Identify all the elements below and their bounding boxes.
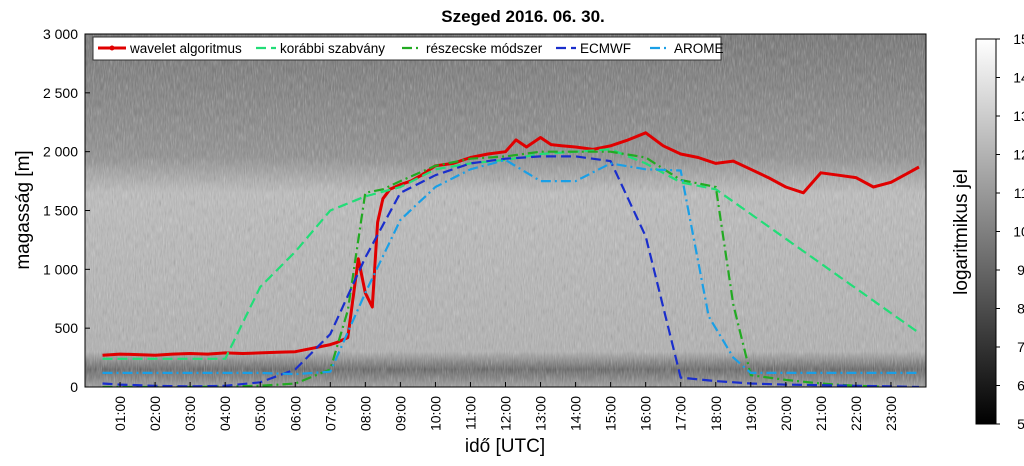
colorbar-tick-label: 8 <box>1017 301 1024 317</box>
x-tick-label: 10:00 <box>427 396 443 431</box>
legend-label: ECMWF <box>580 41 631 56</box>
y-tick-label: 500 <box>55 320 79 336</box>
x-tick-label: 02:00 <box>147 396 163 431</box>
y-tick-label: 2 000 <box>43 144 78 160</box>
x-tick-label: 18:00 <box>708 396 724 431</box>
colorbar-tick-label: 9 <box>1017 262 1024 278</box>
y-tick-label: 1 000 <box>43 261 78 277</box>
x-tick-label: 06:00 <box>287 396 303 431</box>
colorbar-label: logaritmikus jel <box>951 169 972 295</box>
backscatter-background <box>85 34 926 387</box>
x-tick-label: 08:00 <box>357 396 373 431</box>
colorbar: 5 6 7 8 9 10 11 12 13 14 15 <box>975 31 1024 432</box>
legend-label: wavelet algoritmus <box>129 41 242 56</box>
y-tick-label: 3 000 <box>43 26 78 42</box>
y-axis-label: magasság [m] <box>13 150 34 269</box>
x-tick-label: 19:00 <box>743 396 759 431</box>
legend: wavelet algoritmus korábbi szabvány részec… <box>92 36 724 61</box>
legend-label: korábbi szabvány <box>280 41 385 56</box>
colorbar-tick-label: 6 <box>1017 378 1024 394</box>
colorbar-tick-label: 12 <box>1013 147 1024 163</box>
series-line-5 <box>102 158 919 376</box>
chart-title: Szeged 2016. 06. 30. <box>441 7 605 26</box>
colorbar-gradient <box>975 38 997 425</box>
colorbar-tick-label: 5 <box>1017 416 1024 432</box>
colorbar-tick-label: 15 <box>1013 31 1024 47</box>
x-tick-label: 07:00 <box>322 396 338 431</box>
x-tick-label: 23:00 <box>883 396 899 431</box>
colorbar-tick-label: 7 <box>1017 339 1024 355</box>
x-tick-label: 16:00 <box>638 396 654 431</box>
colorbar-tick-label: 13 <box>1013 108 1024 124</box>
x-tick-label: 05:00 <box>252 396 268 431</box>
legend-label: részecske módszer <box>426 41 543 56</box>
colorbar-tick-label: 11 <box>1014 185 1024 201</box>
y-axis: 0 500 1 000 1 500 2 000 2 500 3 000 <box>43 26 90 395</box>
x-tick-label: 04:00 <box>217 396 233 431</box>
y-tick-label: 0 <box>70 379 78 395</box>
x-tick-label: 09:00 <box>392 396 408 431</box>
y-tick-label: 2 500 <box>43 85 78 101</box>
x-tick-label: 13:00 <box>533 396 549 431</box>
colorbar-tick-label: 14 <box>1013 70 1024 86</box>
colorbar-tick-label: 10 <box>1013 224 1024 240</box>
x-tick-label: 03:00 <box>182 396 198 431</box>
y-tick-label: 1 500 <box>43 203 78 219</box>
x-tick-label: 11:00 <box>462 396 478 430</box>
legend-label: AROME <box>674 41 724 56</box>
legend-marker <box>109 45 115 51</box>
x-tick-label: 21:00 <box>813 396 829 431</box>
series-line-3 <box>102 150 892 387</box>
x-tick-label: 14:00 <box>568 396 584 431</box>
x-tick-label: 01:00 <box>112 396 128 431</box>
x-tick-label: 15:00 <box>603 396 619 431</box>
x-tick-label: 20:00 <box>778 396 794 431</box>
series-line-1 <box>102 131 920 357</box>
x-axis-label: idő [UTC] <box>465 436 545 457</box>
x-tick-label: 17:00 <box>673 396 689 431</box>
x-tick-label: 22:00 <box>848 396 864 431</box>
x-axis: 01:00 02:00 03:00 04:00 05:00 06:00 07:00 08:00… <box>112 382 899 431</box>
x-tick-label: 12:00 <box>498 396 514 431</box>
